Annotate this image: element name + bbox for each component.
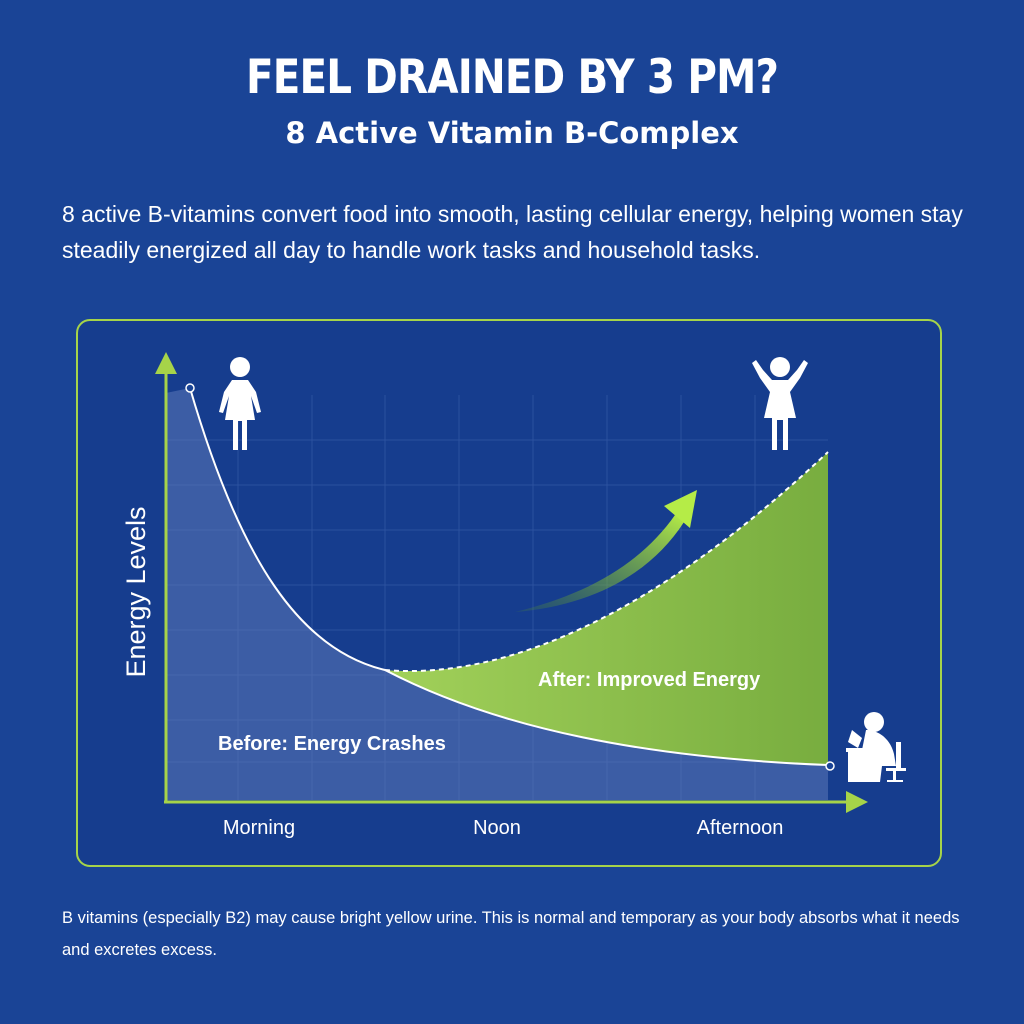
footnote-text: B vitamins (especially B2) may cause bri… bbox=[62, 909, 960, 959]
y-axis-label: Energy Levels bbox=[121, 506, 151, 677]
woman-celebrating-icon bbox=[752, 357, 808, 450]
x-tick-label: Morning bbox=[223, 817, 295, 839]
after-series-area bbox=[385, 452, 828, 765]
before-start-point bbox=[185, 383, 195, 393]
rising-arrow-icon bbox=[515, 490, 697, 612]
x-tick-label: Noon bbox=[473, 817, 521, 839]
description-text: 8 active B-vitamins convert food into sm… bbox=[62, 201, 963, 263]
after-series-label: After: Improved Energy bbox=[538, 669, 761, 691]
tired-woman-at-desk-icon bbox=[846, 712, 906, 782]
page-subtitle: 8 Active Vitamin B-Complex bbox=[285, 116, 739, 150]
page-title: FEEL DRAINED BY 3 PM? bbox=[245, 50, 779, 105]
x-axis bbox=[164, 791, 868, 813]
woman-standing-icon bbox=[219, 357, 261, 450]
before-end-point bbox=[825, 761, 835, 771]
before-series-area bbox=[166, 388, 828, 800]
after-series-line bbox=[384, 451, 829, 672]
y-axis bbox=[155, 352, 177, 802]
before-series-label: Before: Energy Crashes bbox=[218, 733, 446, 755]
x-tick-label: Afternoon bbox=[697, 817, 784, 839]
